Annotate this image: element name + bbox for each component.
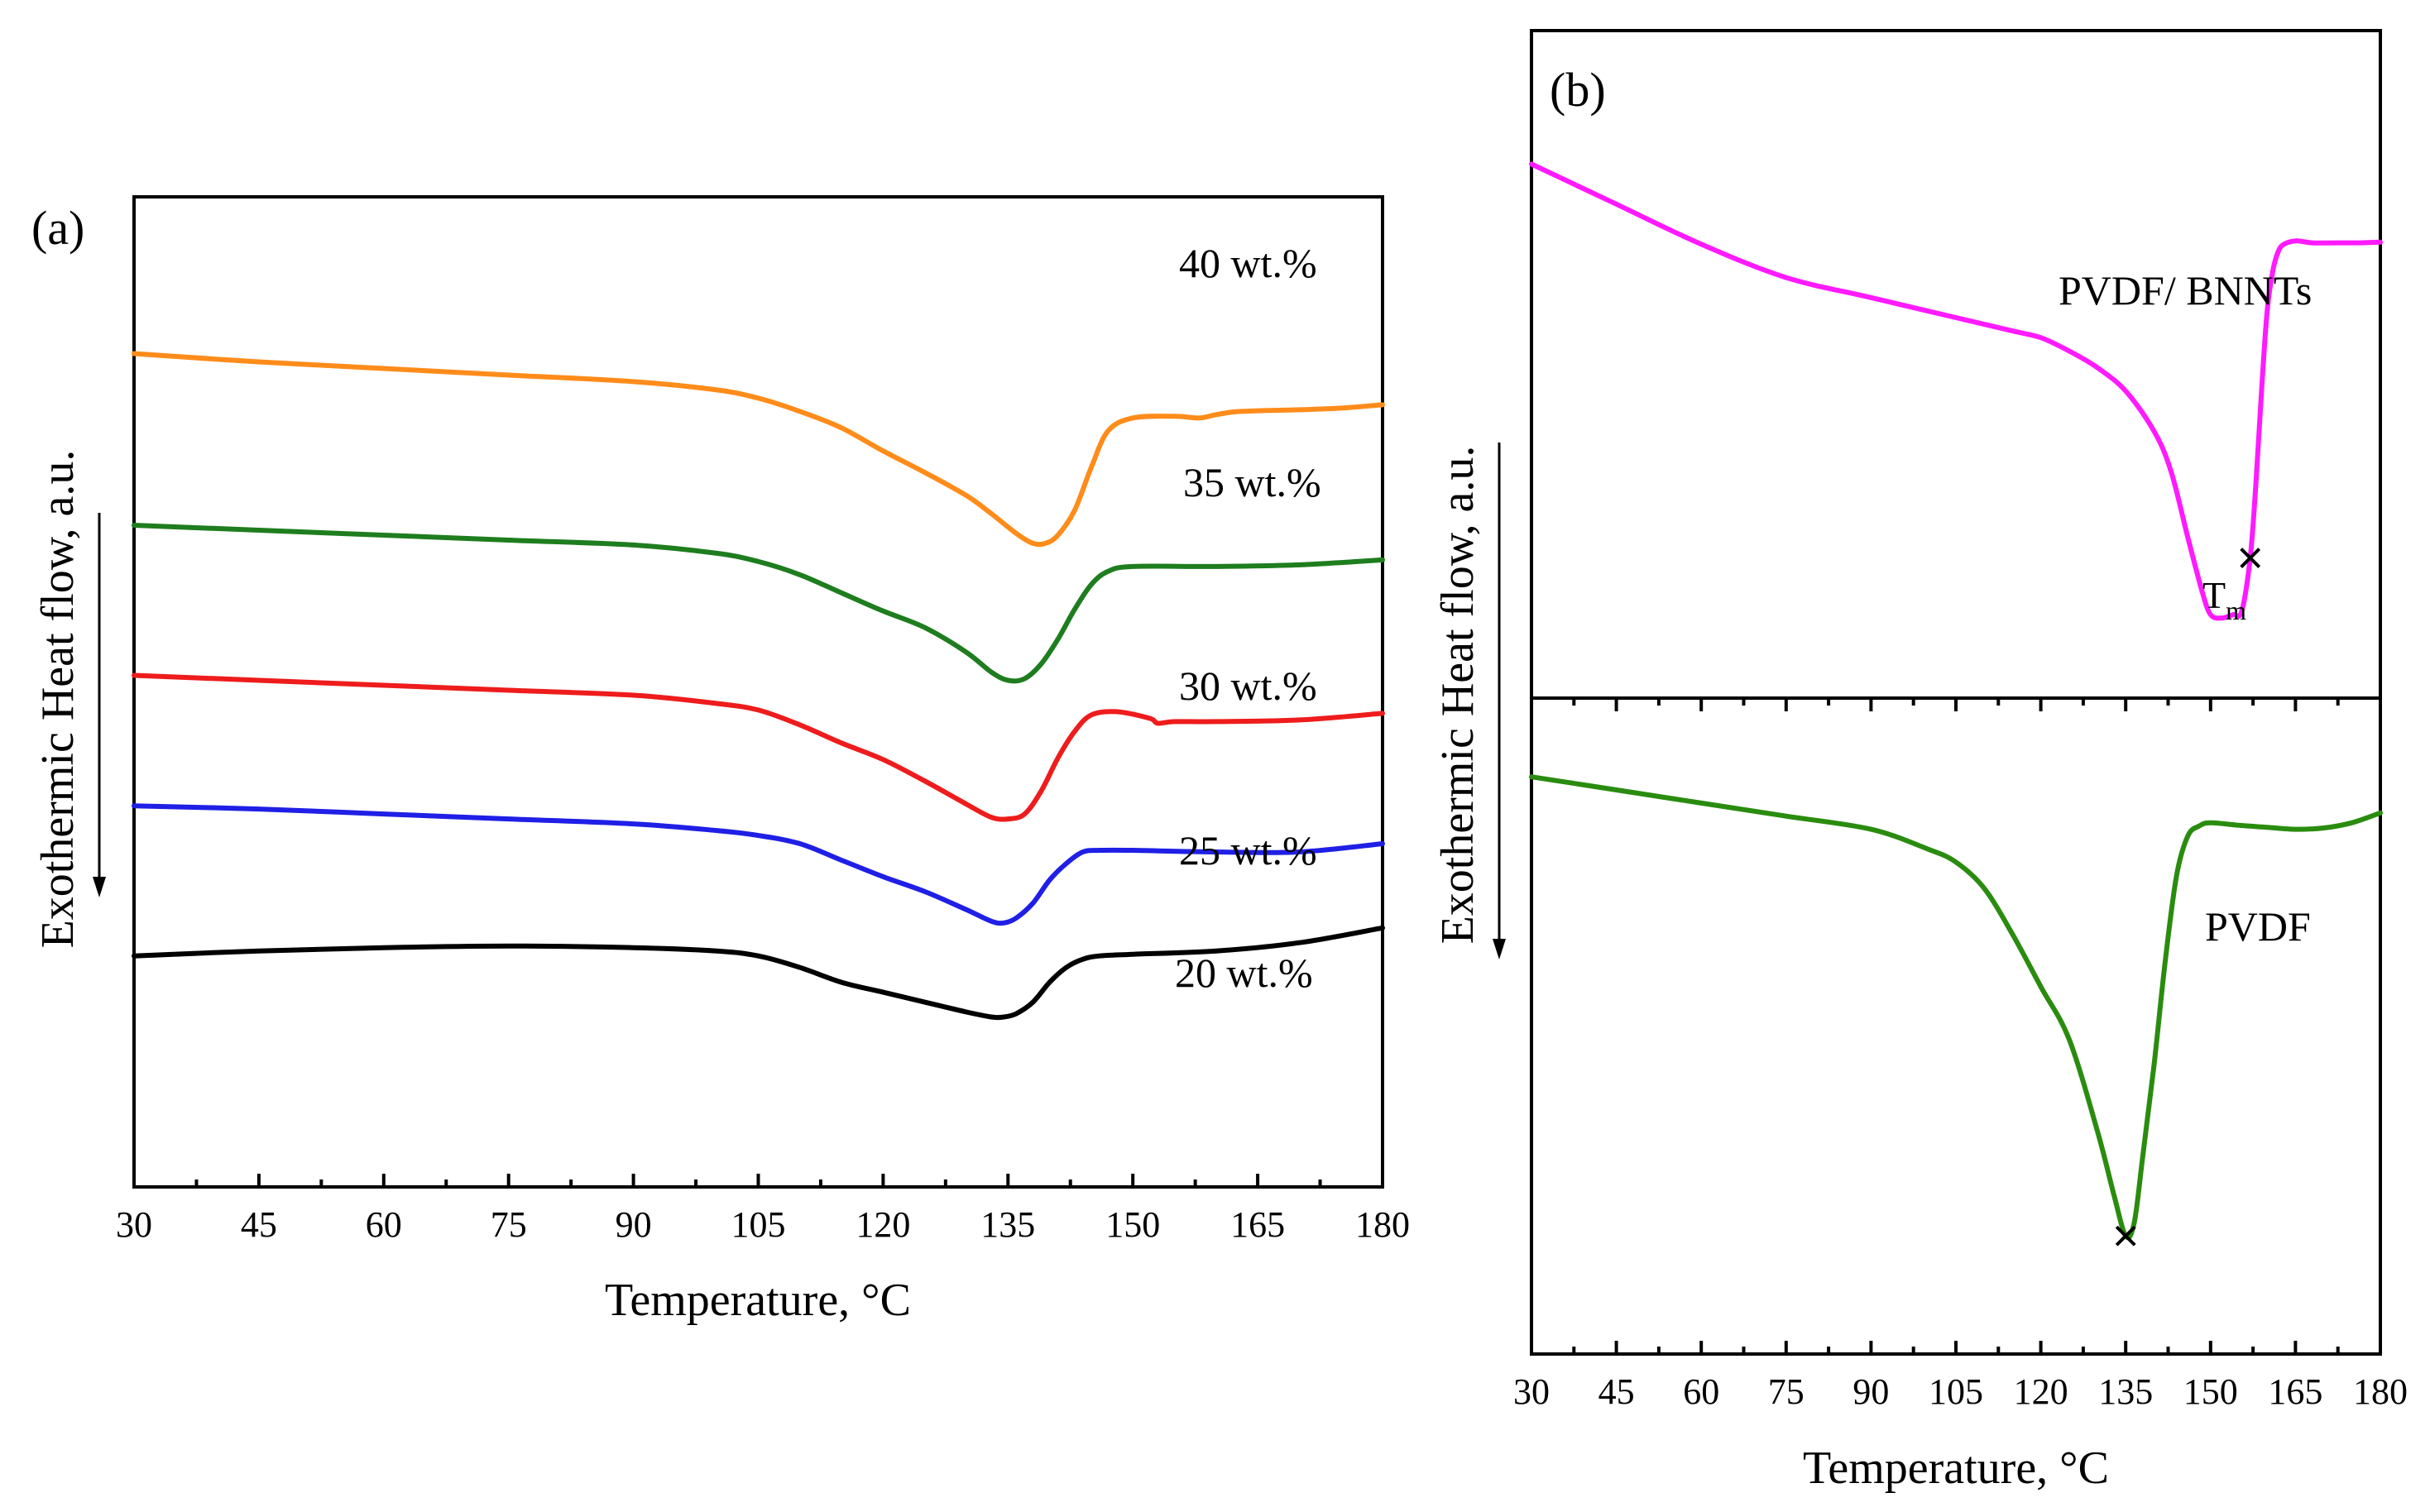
panel-b: (b) 30 45 60 75 90 105 120 135 150 165 180 PVDF/ B…	[1432, 29, 2408, 1494]
panel-b-label: (b)	[1550, 63, 1606, 117]
panel-a-series	[132, 351, 1385, 1021]
subplot-line-0	[1529, 161, 2383, 621]
panel-a-x-tick-label: 60	[366, 1204, 402, 1245]
panel-b-x-tick-label: 135	[2098, 1371, 2153, 1412]
panel-a-x-tick-label: 165	[1230, 1204, 1285, 1245]
panel-a-label: (a)	[31, 201, 84, 255]
peak-marker-1	[2115, 1225, 2136, 1246]
panel-a-x-tick-label: 105	[731, 1204, 786, 1245]
panel-b-x-ticks	[1530, 698, 2382, 1354]
panel-b-x-tick-label: 75	[1768, 1371, 1805, 1412]
series-line-1	[132, 523, 1385, 684]
series-line-3	[132, 803, 1385, 926]
panel-b-x-tick-label: 60	[1683, 1371, 1719, 1412]
panel-a-x-tick-label: 30	[116, 1204, 152, 1245]
panel-a-y-arrow	[93, 513, 106, 897]
panel-a-x-axis-title: Temperature, °C	[605, 1275, 911, 1326]
series-label-25: 25 wt.%	[1179, 827, 1317, 873]
panel-b-x-tick-label: 165	[2268, 1371, 2322, 1412]
tm-main: T	[2202, 574, 2226, 616]
subplot-line-1	[1529, 774, 2383, 1241]
panel-b-x-tick-label: 120	[2014, 1371, 2068, 1412]
panel-a-x-tick-label: 135	[980, 1204, 1035, 1245]
panel-b-x-tick-label: 105	[1929, 1371, 1983, 1412]
panel-b-x-tick-label: 150	[2183, 1371, 2238, 1412]
panel-b-x-tick-label: 45	[1598, 1371, 1635, 1412]
panel-b-plot-frame	[1530, 29, 2382, 1356]
panel-a-x-tick-label: 90	[616, 1204, 652, 1245]
panel-a-x-tick-label: 180	[1355, 1204, 1410, 1245]
panel-a-x-tick-label: 120	[856, 1204, 910, 1245]
series-label-pvdf-bnnts: PVDF/ BNNTs	[2059, 267, 2312, 313]
panel-a-x-ticks	[132, 1174, 1384, 1187]
panel-b-x-tick-labels: 30 45 60 75 90 105 120 135 150 165 180	[1513, 1371, 2408, 1412]
panel-a-x-tick-labels: 30 45 60 75 90 105 120 135 150 165 180	[116, 1204, 1410, 1245]
series-line-2	[132, 672, 1385, 822]
panel-b-x-tick-label: 30	[1513, 1371, 1550, 1412]
panel-b-x-tick-label: 90	[1852, 1371, 1889, 1412]
series-line-0	[132, 351, 1385, 548]
series-label-pvdf: PVDF	[2205, 903, 2311, 950]
tm-sub: m	[2226, 596, 2246, 625]
series-label-35: 35 wt.%	[1183, 459, 1321, 505]
panel-a-x-tick-label: 150	[1105, 1204, 1160, 1245]
panel-b-y-arrow	[1493, 443, 1506, 959]
panel-b-x-axis-title: Temperature, °C	[1803, 1443, 2109, 1494]
series-label-30: 30 wt.%	[1179, 663, 1317, 709]
panel-a-x-tick-label: 75	[491, 1204, 527, 1245]
panel-b-x-tick-label: 180	[2353, 1371, 2408, 1412]
tm-annotation: Tm	[2202, 574, 2246, 625]
panel-a-x-tick-label: 45	[241, 1204, 277, 1245]
series-label-40: 40 wt.%	[1179, 240, 1317, 286]
series-label-20: 20 wt.%	[1175, 950, 1313, 996]
panel-a: (a) 30 45 60 75 90 105 120 135 150 165 180 40 wt.%…	[31, 195, 1410, 1326]
panel-b-series	[1529, 161, 2383, 1246]
panel-a-y-axis-title: Exothermic Heat flow, a.u.	[32, 450, 84, 949]
series-line-4	[132, 925, 1385, 1021]
peak-marker-0	[2240, 548, 2261, 568]
panel-b-y-axis-title: Exothermic Heat flow, a.u.	[1432, 446, 1483, 945]
